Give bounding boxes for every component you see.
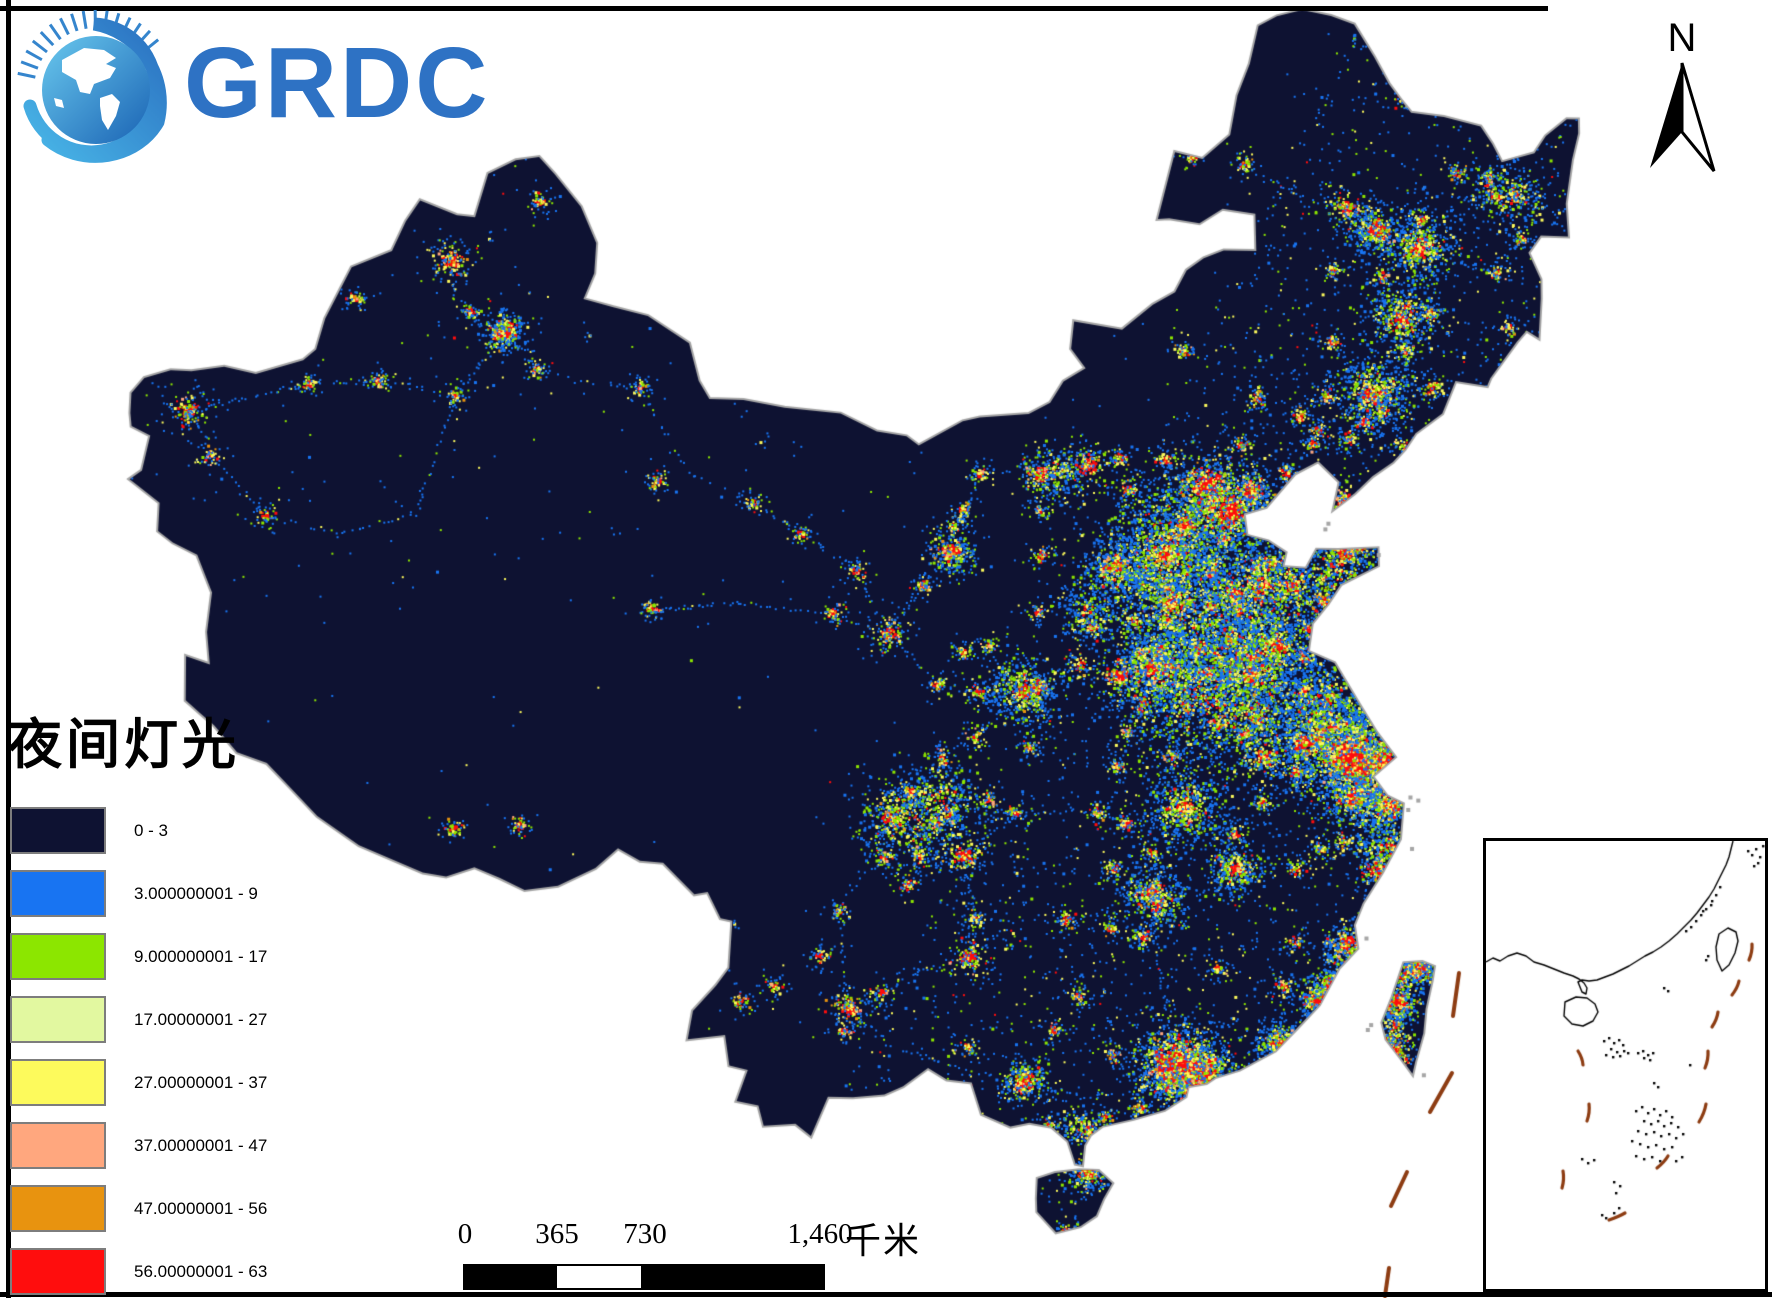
scale-tick: 1,460 <box>787 1218 853 1250</box>
legend-swatch <box>10 870 106 917</box>
south-china-sea-inset <box>1483 838 1768 1292</box>
legend-rows: 0 - 3 3.000000001 - 9 9.000000001 - 17 17.0… <box>10 807 338 1295</box>
legend-row: 27.00000001 - 37 <box>10 1059 338 1106</box>
legend-label: 27.00000001 - 37 <box>134 1072 268 1092</box>
legend-swatch <box>10 1122 106 1169</box>
north-label: N <box>1667 16 1697 60</box>
scale-unit: 千米 <box>845 1221 922 1261</box>
legend-row: 47.00000001 - 56 <box>10 1185 338 1232</box>
scale-segment <box>643 1264 825 1290</box>
legend-label: 37.00000001 - 47 <box>134 1135 268 1155</box>
scale-tick: 730 <box>623 1218 667 1250</box>
neatline-bottom <box>0 1292 1772 1297</box>
grdc-logo: GRDC <box>8 2 568 170</box>
legend-title: 夜间灯光 <box>8 715 240 775</box>
legend-row: 56.00000001 - 63 <box>10 1248 338 1295</box>
north-arrow: N <box>1642 16 1722 182</box>
north-arrow-icon <box>1650 62 1716 172</box>
legend-row: 37.00000001 - 47 <box>10 1122 338 1169</box>
legend-label: 9.000000001 - 17 <box>134 946 268 966</box>
legend-swatch <box>10 1248 106 1295</box>
legend: 夜间灯光 0 - 3 3.000000001 - 9 9.000000001 - 1… <box>8 700 338 1298</box>
scale-track <box>463 1264 825 1290</box>
legend-row: 0 - 3 <box>10 807 338 854</box>
legend-label: 17.00000001 - 27 <box>134 1009 268 1029</box>
legend-label: 3.000000001 - 9 <box>134 883 258 903</box>
logo-text: GRDC <box>184 27 491 139</box>
legend-row: 3.000000001 - 9 <box>10 870 338 917</box>
legend-swatch <box>10 807 106 854</box>
neatline-top <box>0 6 1548 11</box>
scale-segment <box>463 1264 555 1290</box>
legend-label: 56.00000001 - 63 <box>134 1261 268 1281</box>
legend-swatch <box>10 996 106 1043</box>
scale-tick: 365 <box>535 1218 579 1250</box>
legend-label: 47.00000001 - 56 <box>134 1198 268 1218</box>
neatline-left <box>6 0 11 1298</box>
scale-bar: 0 365 730 1,460 千米 <box>458 1218 983 1296</box>
scale-tick: 0 <box>457 1218 473 1250</box>
legend-row: 9.000000001 - 17 <box>10 933 338 980</box>
grdc-globe-icon <box>17 9 167 163</box>
legend-swatch <box>10 1059 106 1106</box>
legend-swatch <box>10 933 106 980</box>
scale-segment <box>555 1264 643 1290</box>
legend-row: 17.00000001 - 27 <box>10 996 338 1043</box>
inset-canvas <box>1486 841 1765 1289</box>
legend-label: 0 - 3 <box>134 820 169 840</box>
legend-swatch <box>10 1185 106 1232</box>
